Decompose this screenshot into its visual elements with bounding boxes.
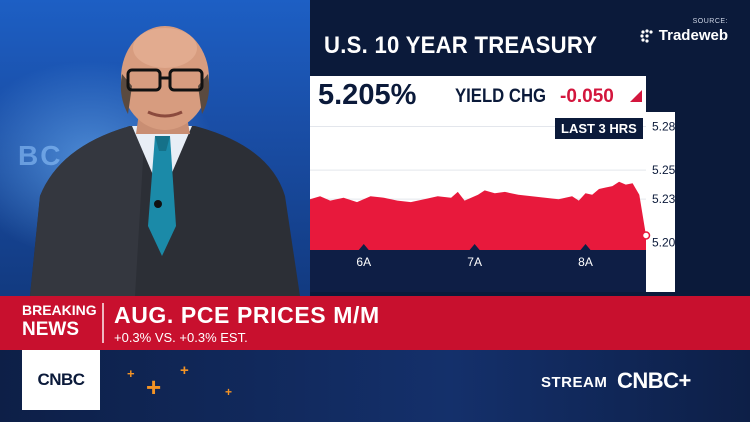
x-tick-label: 6A	[356, 255, 371, 269]
x-tick-marker	[469, 244, 480, 250]
y-tick-label: 5.28	[652, 120, 675, 134]
headline: AUG. PCE PRICES M/M	[114, 302, 380, 328]
x-tick-marker	[358, 244, 369, 250]
plus-icon: +	[146, 372, 162, 402]
yield-area-series	[310, 181, 646, 250]
data-source: SOURCE: Tradeweb	[639, 18, 728, 44]
y-tick-label: 5.23	[652, 192, 675, 206]
x-tick-label: 8A	[578, 255, 593, 269]
yield-change-value: -0.050	[560, 86, 614, 107]
network-logo: CNBC	[22, 350, 100, 410]
stream-brand: CNBC+	[617, 368, 691, 393]
yield-change-label: YIELD CHG	[455, 86, 547, 107]
x-tick-marker	[580, 244, 591, 250]
panel-title: U.S. 10 YEAR TREASURY	[324, 32, 598, 59]
down-arrow-icon	[630, 90, 642, 102]
stream-label: STREAM	[541, 374, 608, 391]
x-axis-band	[310, 250, 646, 292]
breaking-label-line1: BREAKING	[22, 302, 97, 318]
tradeweb-logo-icon	[640, 28, 653, 43]
plus-icon: +	[127, 366, 135, 381]
source-label: SOURCE:	[692, 18, 728, 25]
breaking-news-bar	[0, 296, 750, 350]
plus-icon: +	[225, 385, 233, 399]
yield-chart: 6A 7A 8A 5.28 5.25 5.23 5.20	[310, 112, 675, 292]
subheadline: +0.3% VS. +0.3% EST.	[114, 330, 248, 345]
tradeweb-logo: Tradeweb	[639, 27, 728, 44]
network-logo-text: CNBC	[37, 370, 85, 389]
yield-value: 5.205%	[318, 79, 417, 111]
bottom-bar	[0, 350, 750, 422]
breaking-news-label: BREAKING NEWS	[22, 300, 100, 346]
x-tick-label: 7A	[467, 255, 482, 269]
breaking-label-line2: NEWS	[22, 319, 79, 340]
studio-wall-graphic: BC	[18, 140, 63, 171]
time-range-badge: LAST 3 HRS	[555, 118, 643, 139]
y-tick-label: 5.25	[652, 163, 675, 177]
plus-icon: +	[180, 362, 189, 379]
yield-chart-svg: 6A 7A 8A 5.28 5.25 5.23 5.20	[310, 120, 675, 292]
y-tick-label: 5.20	[652, 236, 675, 250]
video-feed: BC	[0, 0, 310, 296]
tradeweb-name: Tradeweb	[658, 27, 728, 44]
breaking-divider	[102, 303, 104, 343]
anchor-figure	[30, 26, 300, 296]
last-point-marker	[641, 231, 651, 240]
quote-bar: 5.205% YIELD CHG -0.050	[310, 76, 646, 112]
